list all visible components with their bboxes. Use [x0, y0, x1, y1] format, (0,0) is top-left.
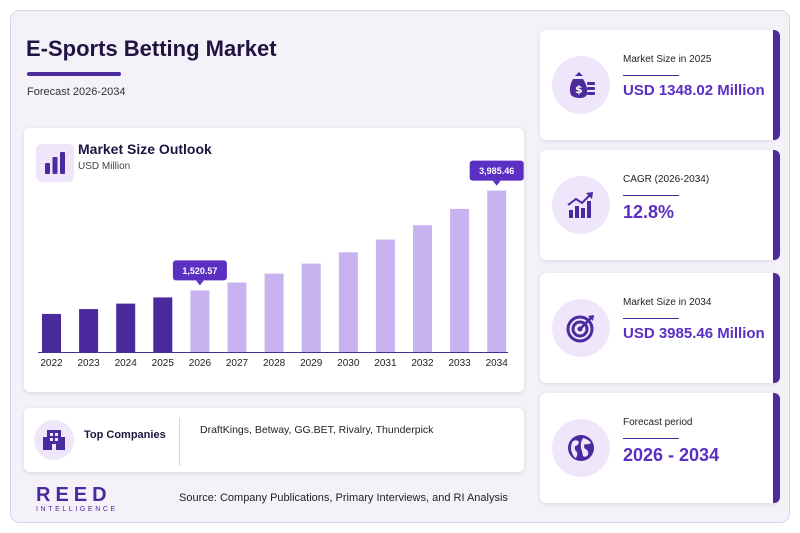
x-tick-label: 2026 [189, 358, 212, 369]
x-tick-label: 2023 [77, 358, 100, 369]
stat-rule [623, 75, 679, 76]
x-tick-label: 2022 [40, 358, 63, 369]
chart-title: Market Size Outlook [78, 141, 212, 157]
title-underline [27, 72, 121, 76]
stat-rule [623, 438, 679, 439]
bar-2022 [42, 313, 61, 352]
stat-rule [623, 195, 679, 196]
reed-intelligence-logo: REED INTELLIGENCE [36, 484, 118, 513]
bar-2034 [487, 190, 507, 352]
building-icon [34, 420, 74, 460]
callout-pointer [195, 280, 204, 286]
stat-rule [623, 318, 679, 319]
stat-label: Market Size in 2025 [623, 54, 712, 65]
x-tick-label: 2024 [115, 358, 138, 369]
page-subtitle: Forecast 2026-2034 [27, 86, 126, 98]
data-label: 3,985.46 [479, 166, 514, 176]
stat-value: 12.8% [623, 202, 675, 222]
stat-card-market-size-2034: Market Size in 2034 USD 3985.46 Million [540, 273, 780, 383]
chart-unit-label: USD Million [78, 161, 131, 172]
brand-tagline: INTELLIGENCE [36, 506, 118, 513]
x-tick-label: 2028 [263, 358, 286, 369]
bar-2030 [338, 252, 358, 352]
x-tick-label: 2033 [448, 358, 471, 369]
bar-2032 [413, 225, 432, 352]
stat-label: Forecast period [623, 417, 693, 428]
stat-value: 2026 - 2034 [623, 445, 720, 465]
target-icon [552, 299, 610, 357]
growth-chart-icon [552, 176, 610, 234]
top-companies-card: Top Companies DraftKings, Betway, GG.BET… [24, 408, 524, 472]
bar-2026 [190, 290, 210, 352]
data-label: 1,520.57 [182, 266, 217, 276]
stat-label: CAGR (2026-2034) [623, 174, 710, 185]
bar-2029 [301, 263, 321, 352]
bar-chart-icon [36, 144, 74, 182]
source-note: Source: Company Publications, Primary In… [179, 492, 508, 504]
stat-value: USD 1348.02 Million [623, 82, 765, 99]
x-tick-label: 2032 [411, 358, 434, 369]
x-tick-label: 2031 [374, 358, 397, 369]
bar-2031 [375, 239, 395, 352]
top-companies-list: DraftKings, Betway, GG.BET, Rivalry, Thu… [200, 424, 434, 436]
x-tick-label: 2025 [152, 358, 175, 369]
callout-pointer [492, 180, 501, 186]
money-bag-icon: $ [552, 56, 610, 114]
x-tick-label: 2027 [226, 358, 249, 369]
data-label-callout [172, 260, 227, 281]
market-size-chart-card: 2022 2023 2024 2025 2026 2027 2028 2029 2030 2031… [24, 128, 524, 392]
divider [179, 418, 180, 466]
bar-2028 [264, 273, 284, 352]
x-tick-label: 2030 [337, 358, 360, 369]
page-title: E-Sports Betting Market [26, 36, 277, 61]
stat-card-forecast-period: Forecast period 2026 - 2034 [540, 393, 780, 503]
stat-card-market-size-2025: $ Market Size in 2025 USD 1348.02 Millio… [540, 30, 780, 140]
bar-2033 [450, 208, 470, 352]
data-label-callout [469, 160, 524, 181]
stat-label: Market Size in 2034 [623, 297, 712, 308]
stat-value: USD 3985.46 Million [623, 325, 765, 342]
bar-2023 [79, 309, 99, 352]
stat-card-cagr: CAGR (2026-2034) 12.8% [540, 150, 780, 260]
x-tick-label: 2029 [300, 358, 323, 369]
bar-2024 [116, 303, 136, 352]
svg-text:$: $ [575, 83, 583, 96]
x-tick-label: 2034 [486, 358, 509, 369]
brand-name: REED [36, 484, 112, 506]
bar-2027 [227, 282, 247, 352]
bar-2025 [153, 297, 173, 352]
globe-icon [552, 419, 610, 477]
bar-chart: 2022 2023 2024 2025 2026 2027 2028 2029 2030 2031… [38, 160, 524, 369]
top-companies-label: Top Companies [84, 429, 166, 441]
